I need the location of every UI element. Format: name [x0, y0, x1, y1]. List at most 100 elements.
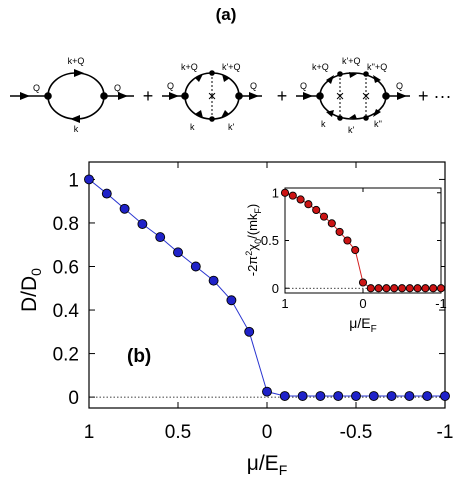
d2-out-label: Q: [250, 81, 257, 91]
d2-bottom-right-label: k': [228, 122, 235, 132]
x-tick-label: 1: [84, 422, 95, 443]
data-point: [386, 391, 397, 401]
vertex-bottom: [209, 116, 215, 122]
vertex-left: [316, 92, 324, 100]
inset-x-tick-labels: 1 0 -1: [281, 296, 446, 311]
vertex-top-2: [363, 71, 369, 77]
loop-arrow-2: [349, 72, 357, 78]
loop-arrow-6: [326, 110, 334, 117]
data-point: [279, 391, 290, 401]
data-point: [137, 219, 148, 229]
d1-top-label: k+Q: [68, 56, 85, 66]
data-point: [343, 236, 352, 245]
data-point: [421, 284, 430, 293]
y-tick-label: 0.4: [53, 301, 80, 322]
d2-cross: ×: [208, 88, 217, 105]
data-point: [208, 275, 219, 286]
data-point: [351, 245, 360, 255]
loop-arrow-bottom: [70, 115, 80, 123]
vertex-top: [209, 70, 215, 76]
data-point: [226, 295, 237, 306]
data-point: [333, 391, 344, 401]
data-point: [304, 200, 313, 209]
inset-series-points: [280, 188, 446, 293]
loop-arrow-5: [349, 114, 357, 119]
main-series-points: [84, 174, 450, 401]
loop-arrow-top: [74, 69, 84, 77]
data-point: [429, 284, 438, 293]
y-tick-label: 1: [68, 170, 79, 191]
x-tick-label: -1: [437, 422, 453, 443]
loop-arrow-bottom-right: [221, 110, 229, 118]
vertex-top-1: [337, 71, 343, 77]
data-point: [173, 247, 183, 258]
diagram-bubble: [10, 69, 134, 123]
loop-arrow-top-right: [222, 74, 230, 82]
vertex-right: [235, 92, 243, 100]
outgoing-arrow: [397, 92, 407, 100]
ellipsis: + ···: [418, 86, 452, 106]
data-point: [422, 391, 433, 401]
data-point: [327, 219, 336, 228]
data-point: [84, 174, 94, 185]
panel-a: (a) Q Q k+Q k +: [10, 5, 452, 135]
d3-cross-1: ×: [336, 88, 345, 105]
data-point: [382, 284, 391, 293]
d3-top-right-label: k''+Q: [367, 62, 387, 72]
vertex-bottom-2: [363, 115, 369, 121]
inset-y-axis-label: -2π2χ0/(mkF): [244, 204, 263, 277]
inset-x-axis-label: μ/EF: [349, 315, 376, 335]
data-point: [296, 195, 305, 204]
loop-arrow-4: [373, 109, 381, 117]
data-point: [440, 391, 450, 401]
main-x-tick-labels: 1 0.5 0 -0.5 -1: [84, 422, 453, 443]
incoming-arrow: [169, 92, 179, 100]
main-x-axis-label: μ/EF: [247, 452, 288, 478]
d3-cross-2: ×: [362, 88, 371, 105]
data-point: [297, 391, 308, 401]
diagram-one-impurity: [162, 70, 262, 122]
bubble-loop: [47, 72, 105, 120]
d2-bottom-left-label: k: [190, 122, 195, 132]
inset-chart: 1 0 -1 00.51 μ/EF -2π2χ0/(mkF): [244, 185, 447, 335]
data-point: [368, 391, 379, 401]
data-point: [405, 284, 414, 293]
data-point: [262, 386, 272, 397]
main-y-axis-label: D/D0: [18, 268, 44, 312]
incoming-arrow: [303, 92, 313, 100]
vertex-right: [382, 92, 390, 100]
loop-arrow-bottom-left: [195, 110, 203, 118]
d3-in-label: Q: [300, 81, 307, 91]
incoming-arrow: [20, 92, 30, 100]
d2-top-right-label: k'+Q: [222, 62, 240, 72]
y-tick-label: 0.6: [53, 257, 79, 278]
data-point: [390, 284, 399, 293]
y-tick-label: 0: [272, 281, 279, 296]
plus-sign-1: +: [143, 86, 154, 106]
plus-sign-2: +: [277, 86, 288, 106]
data-point: [335, 227, 344, 236]
loop-arrow-top-left: [195, 74, 203, 82]
y-tick-label: 0.2: [53, 344, 79, 365]
d3-bottom-mid-label: k': [348, 125, 355, 135]
data-point: [190, 261, 201, 272]
data-point: [119, 203, 130, 214]
data-point: [244, 326, 255, 337]
data-point: [351, 391, 361, 401]
x-tick-label: 0: [262, 422, 273, 443]
main-chart: 1 0.5 0 -0.5 -1 0 0.2 0.4 0.6 0.8 1 μ/EF D/D0 (b): [18, 161, 453, 478]
d2-top-left-label: k+Q: [181, 62, 198, 72]
d2-in-label: Q: [167, 81, 174, 91]
data-point: [312, 205, 321, 215]
x-tick-label: -1: [435, 296, 447, 311]
data-point: [374, 284, 383, 293]
data-point: [366, 284, 375, 293]
vertex-left: [181, 92, 189, 100]
x-tick-label: 1: [281, 296, 288, 311]
data-point: [101, 188, 112, 199]
outgoing-arrow: [249, 92, 259, 100]
vertex-right: [100, 92, 108, 100]
data-point: [397, 284, 407, 293]
panel-a-label: (a): [216, 5, 237, 24]
